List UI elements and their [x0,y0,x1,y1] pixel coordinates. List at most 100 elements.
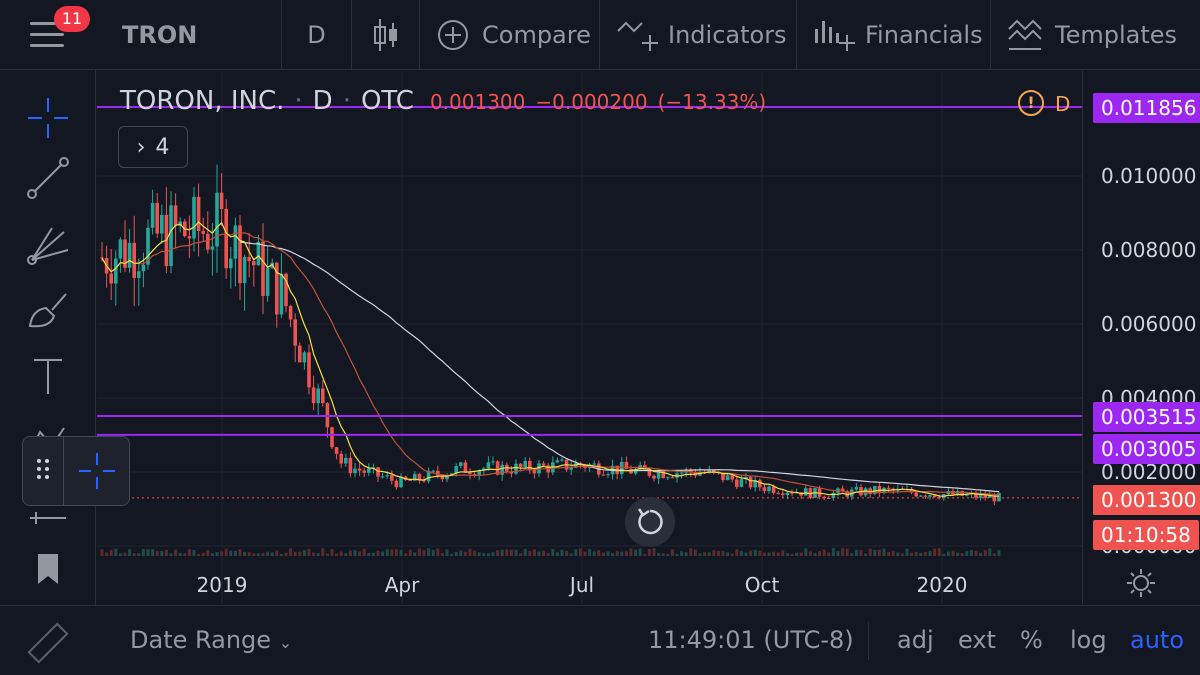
volume-bar [601,552,605,556]
indicators-button[interactable]: Indicators [600,0,797,70]
candle-body [463,462,468,473]
candles-icon [373,19,397,51]
symbol-search[interactable]: TRON [96,0,282,70]
volume-bar [689,548,693,556]
candle-body [141,264,146,272]
legend-expand-button[interactable]: › 4 [118,126,188,168]
volume-bar [693,549,697,556]
compare-button[interactable]: Compare [420,0,600,70]
date-range-button[interactable]: Date Range ⌄ [130,626,292,654]
candle-body [344,457,348,464]
ruler-icon[interactable] [16,614,76,674]
crosshair-icon[interactable] [64,437,130,505]
time-tick-label: Jul [569,573,595,597]
volume-bar [114,548,118,556]
menu-button[interactable]: 11 [0,0,96,70]
volume-bar [459,550,463,556]
candle-body [555,460,560,463]
candle-body [445,475,449,480]
templates-label: Templates [1055,21,1178,49]
time-axis[interactable]: 2019 Apr Jul Oct 2020 [97,565,1082,605]
candle-body [909,488,914,493]
volume-bar [514,549,518,556]
candle-body [652,475,656,479]
candle-body [560,459,564,461]
candle-body [146,227,150,265]
candle-body [781,493,785,495]
last-price-tag: 0.001300 [1093,485,1200,515]
candle-body [187,236,192,239]
price-tick-label: 0.008000 [1101,238,1197,262]
candle-body [707,469,711,473]
top-toolbar: 11 TRON D Compare Indicators [0,0,1200,70]
volume-bar [509,549,513,556]
notification-badge: 11 [54,6,90,32]
templates-button[interactable]: Templates [991,0,1200,70]
candle-body [334,447,339,454]
candle-body [528,460,532,471]
volume-bar [335,553,339,556]
auto-toggle[interactable]: auto [1130,626,1185,654]
candle-body [298,345,302,363]
drag-handle-icon[interactable] [23,437,63,505]
volume-bar [864,553,868,556]
candle-body [606,474,610,476]
settings-gear-icon[interactable] [1121,563,1161,603]
price-axis[interactable]: 0.010000 0.008000 0.006000 0.004000 0.002000… [1082,71,1200,604]
log-toggle[interactable]: log [1070,626,1107,654]
volume-bar [942,553,946,556]
candle-body [532,470,537,474]
candle-body [261,241,265,296]
volume-bar [542,550,546,556]
volume-bar [979,552,983,556]
price-chart[interactable] [97,71,1082,604]
volume-bar [997,550,1001,556]
clock-display[interactable]: 11:49:01 (UTC-8) [648,626,854,654]
warning-icon[interactable]: ! [1018,90,1044,116]
chart-type-button[interactable] [352,0,420,70]
text-tool[interactable] [24,352,72,400]
volume-bar [302,550,306,556]
candle-body [210,246,215,250]
chart-pane[interactable] [97,71,1082,604]
volume-bar [707,552,711,556]
volume-bar [210,553,214,556]
candle-body [992,495,997,502]
volume-bar [896,552,900,556]
fib-tool[interactable] [24,220,72,268]
ext-toggle[interactable]: ext [958,626,996,654]
reset-chart-button[interactable] [625,497,675,547]
volume-bar [992,553,996,556]
candle-body [440,475,445,480]
volume-bar [330,549,334,556]
volume-bar [404,553,408,556]
candle-body [316,388,320,404]
measure-tool[interactable] [24,492,72,540]
crosshair-tool[interactable] [24,94,72,142]
candle-body [679,472,684,474]
financials-button[interactable]: Financials [797,0,991,70]
percent-toggle[interactable]: % [1020,626,1043,654]
volume-bar [804,548,808,556]
divider [868,622,869,660]
bookmark-tool[interactable] [24,544,72,592]
candle-body [541,463,546,466]
trend-line-tool[interactable] [24,154,72,202]
plus-circle-icon [438,20,468,50]
volume-bar [850,553,854,556]
candle-body [330,427,334,448]
volume-bar [463,551,467,556]
interval-button[interactable]: D [282,0,352,70]
volume-bar [128,549,132,556]
volume-bar [367,552,371,556]
adj-toggle[interactable]: adj [897,626,934,654]
candle-body [758,480,762,488]
candle-body [670,477,675,479]
candle-body [178,221,182,226]
volume-bar [146,549,150,556]
candle-body [307,352,311,388]
financials-icon [815,21,855,51]
candle-body [100,257,104,259]
brush-tool[interactable] [24,286,72,334]
candle-body [160,214,164,234]
